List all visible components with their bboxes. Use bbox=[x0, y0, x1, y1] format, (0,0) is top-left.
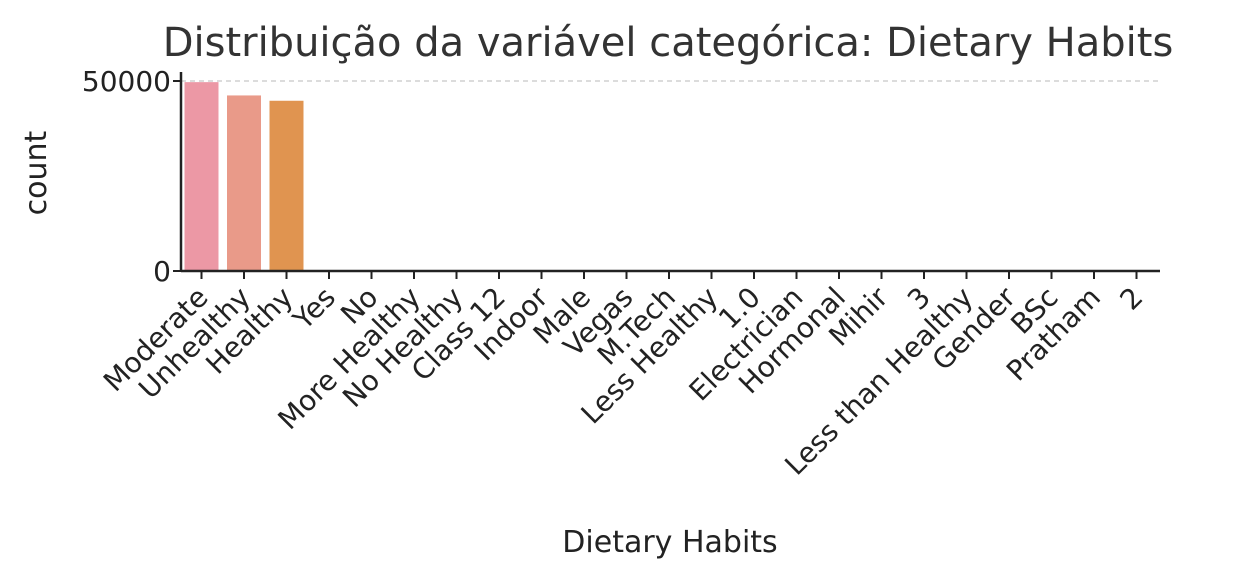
x-tick-label: 2 bbox=[1114, 281, 1150, 317]
x-tick-label: Yes bbox=[286, 281, 342, 337]
y-axis-label: count bbox=[19, 130, 54, 215]
y-tick-label: 0 bbox=[153, 255, 171, 288]
y-axis-ticks: 0 50000 bbox=[82, 65, 181, 288]
y-tick-label: 50000 bbox=[82, 65, 171, 98]
bar bbox=[227, 95, 261, 271]
bar bbox=[269, 100, 304, 271]
bars bbox=[184, 82, 1154, 271]
chart-title: Distribuição da variável categórica: Die… bbox=[163, 20, 1174, 66]
x-axis-label: Dietary Habits bbox=[562, 525, 777, 560]
bar bbox=[184, 82, 219, 271]
